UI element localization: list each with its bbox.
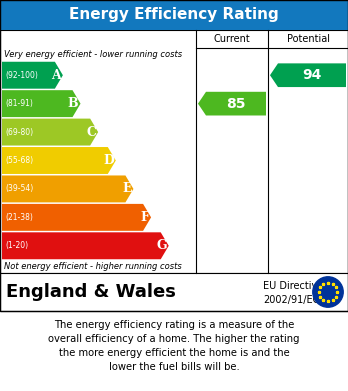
- Polygon shape: [2, 176, 133, 203]
- Text: 85: 85: [226, 97, 246, 111]
- Text: 2002/91/EC: 2002/91/EC: [263, 294, 319, 305]
- Text: England & Wales: England & Wales: [6, 283, 176, 301]
- Text: (55-68): (55-68): [5, 156, 33, 165]
- Text: Very energy efficient - lower running costs: Very energy efficient - lower running co…: [4, 50, 182, 59]
- Text: G: G: [156, 239, 167, 252]
- Bar: [0, 0, 348, 311]
- Text: Current: Current: [214, 34, 250, 44]
- Polygon shape: [2, 147, 116, 174]
- Polygon shape: [2, 62, 63, 89]
- Bar: [0, 0, 348, 30]
- Polygon shape: [2, 232, 169, 259]
- Text: (81-91): (81-91): [5, 99, 33, 108]
- Text: E: E: [122, 183, 132, 196]
- Text: (92-100): (92-100): [5, 71, 38, 80]
- Text: D: D: [103, 154, 114, 167]
- Text: (21-38): (21-38): [5, 213, 33, 222]
- Circle shape: [313, 277, 343, 307]
- Text: The energy efficiency rating is a measure of the
overall efficiency of a home. T: The energy efficiency rating is a measur…: [48, 320, 300, 372]
- Polygon shape: [198, 92, 266, 115]
- Text: A: A: [51, 69, 61, 82]
- Text: 94: 94: [302, 68, 322, 82]
- Text: B: B: [68, 97, 79, 110]
- Polygon shape: [2, 90, 80, 117]
- Polygon shape: [2, 204, 151, 231]
- Polygon shape: [270, 63, 346, 87]
- Text: EU Directive: EU Directive: [263, 281, 323, 291]
- Text: (69-80): (69-80): [5, 127, 33, 136]
- Polygon shape: [2, 118, 98, 145]
- Text: Energy Efficiency Rating: Energy Efficiency Rating: [69, 7, 279, 23]
- Text: C: C: [86, 126, 96, 138]
- Text: (1-20): (1-20): [5, 241, 28, 250]
- Text: F: F: [140, 211, 149, 224]
- Text: (39-54): (39-54): [5, 185, 33, 194]
- Text: Potential: Potential: [286, 34, 330, 44]
- Text: Not energy efficient - higher running costs: Not energy efficient - higher running co…: [4, 262, 182, 271]
- Bar: [0, 273, 348, 311]
- Bar: [0, 30, 348, 273]
